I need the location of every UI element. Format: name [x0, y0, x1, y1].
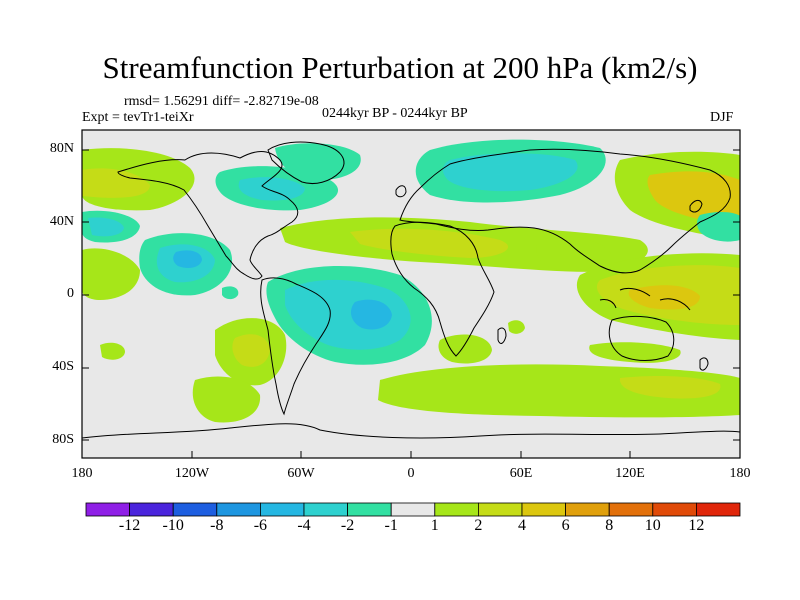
colorbar-label: 6 [561, 517, 570, 534]
colorbar-label: 12 [688, 517, 705, 534]
s-africa-green [438, 334, 492, 364]
coast-antarctica [82, 423, 740, 439]
colorbar-label: -8 [210, 517, 224, 534]
lat-label-80s: 80S [52, 432, 74, 447]
colorbar-box-4 [259, 502, 305, 517]
colorbar [85, 502, 741, 517]
colorbar-box-11 [565, 502, 610, 517]
lon-label-120w: 120W [174, 466, 210, 481]
coast-north-america [117, 151, 299, 280]
n-pacific-west-yellow [647, 171, 740, 225]
colorbar-box-8 [434, 502, 479, 517]
coastlines [82, 141, 740, 439]
coast-south-america [260, 277, 331, 416]
southern-ocean-green [192, 376, 261, 423]
colorbar-label: -2 [340, 517, 355, 534]
colorbar-label: 1 [430, 517, 439, 534]
colorbar-label: -1 [384, 517, 398, 534]
plot-title: Streamfunction Perturbation at 200 hPa (… [102, 50, 698, 85]
season-label: DJF [710, 110, 734, 125]
colorbar-label: -10 [162, 517, 184, 534]
asia-green [536, 236, 611, 271]
coast-greenland [267, 141, 345, 185]
colorbar-box-6 [347, 502, 392, 517]
colorbar-box-14 [696, 502, 741, 517]
lon-label-120e: 120E [615, 466, 645, 481]
colorbar-label: 10 [644, 517, 661, 534]
colorbar-box-9 [477, 502, 523, 517]
lon-label-180w: 180 [71, 466, 93, 481]
coast-africa [390, 221, 495, 357]
n-america-cyan-dark [238, 177, 305, 201]
lat-label-0: 0 [67, 286, 74, 301]
eurasia-cyan-dark [442, 153, 578, 192]
coast-new-zealand [699, 357, 709, 371]
coast-madagascar [497, 327, 507, 344]
colorbar-box-3 [216, 502, 261, 517]
n-pacific-east-cyan [697, 212, 740, 242]
n-atlantic-cyan [222, 286, 239, 300]
colorbar-label: -6 [253, 517, 268, 534]
n-pacific-east-yellow [82, 168, 150, 198]
coast-eurasia [399, 148, 731, 274]
colorbar-label: 8 [605, 517, 614, 534]
n-pacific-west-cyan-dark [88, 217, 124, 237]
coast-australia [608, 315, 675, 361]
colorbar-box-13 [652, 502, 697, 517]
s-indian-yellow [619, 376, 721, 399]
experiment-label: Expt = tevTr1-teiXr [82, 110, 194, 125]
colorbar-box-10 [521, 502, 566, 517]
s-pacific-yellow [232, 334, 270, 367]
coast-british-isles [395, 185, 407, 198]
lon-label-60e: 60E [509, 466, 533, 481]
lon-label-180e: 180 [729, 466, 751, 481]
axis-ticks [81, 149, 741, 458]
tropical-atlantic-cyan-dark [285, 279, 411, 350]
colorbar-box-7 [390, 502, 436, 517]
lat-label-80n: 80N [49, 141, 74, 156]
colorbar-label: -4 [297, 517, 311, 534]
subtropical-atlantic-yellow [350, 228, 509, 258]
colorbar-box-12 [608, 502, 654, 517]
coast-japan [689, 199, 703, 213]
colorbar-box-1 [129, 502, 174, 517]
stats-line: rmsd= 1.56291 diff= -2.82719e-08 [124, 94, 319, 109]
lon-label-60w: 60W [287, 466, 315, 481]
atlantic-core-cyan [350, 299, 392, 330]
s-pacific-small-green [100, 342, 125, 360]
s-indian-green [589, 342, 681, 363]
lat-label-40s: 40S [52, 359, 74, 374]
period-label: 0244kyr BP - 0244kyr BP [322, 106, 468, 121]
colorbar-label: 4 [518, 517, 526, 534]
colorbar-box-5 [303, 502, 348, 517]
s-africa-small-green [508, 320, 525, 334]
colorbar-label: -12 [118, 517, 141, 534]
colorbar-box-0 [85, 502, 130, 517]
n-pacific-tropical-green [82, 248, 140, 300]
colorbar-label: 2 [474, 517, 483, 534]
lon-label-0: 0 [407, 466, 415, 481]
colorbar-box-2 [172, 502, 218, 517]
coast-maritime [599, 287, 691, 311]
tropical-east-pacific-core [173, 250, 202, 268]
lat-label-40n: 40N [49, 214, 74, 229]
